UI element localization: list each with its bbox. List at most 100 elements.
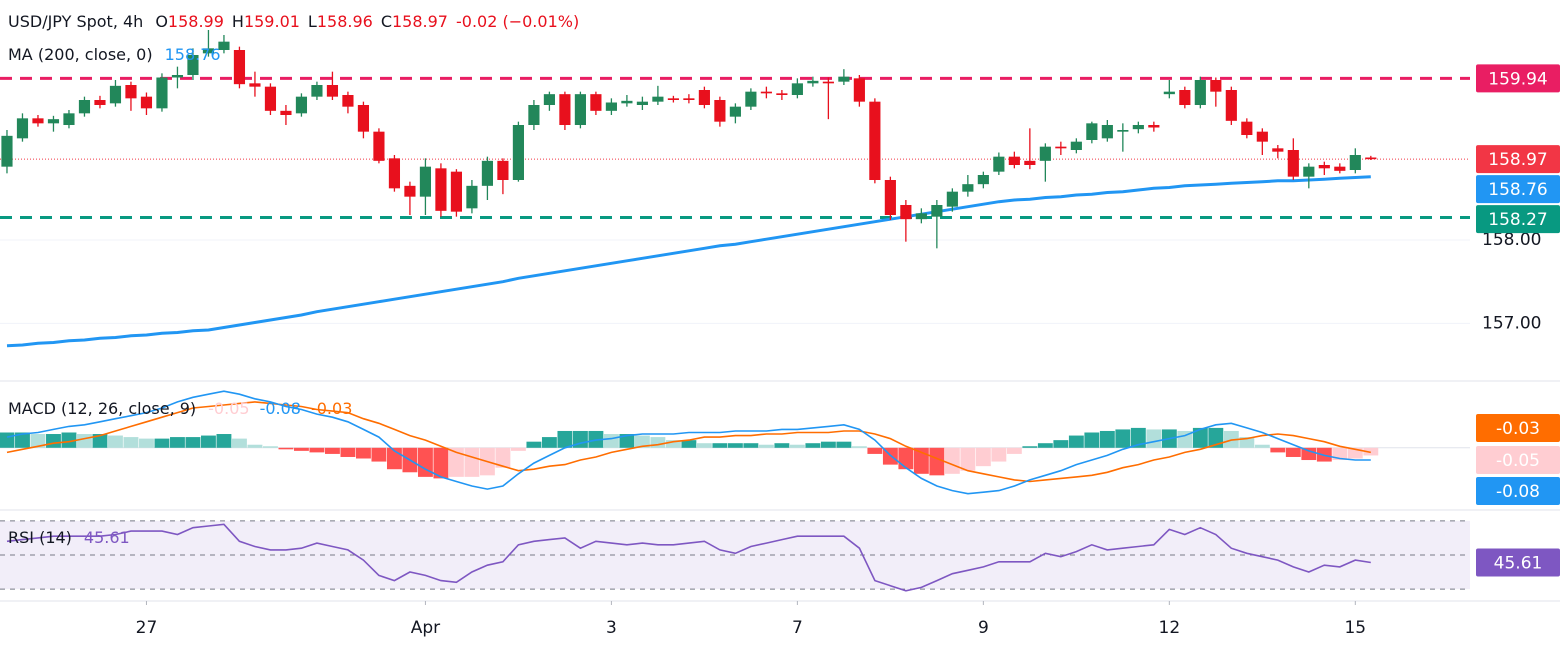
- ohlc-value: 158.99: [168, 12, 224, 31]
- histogram-bar: [991, 447, 1007, 462]
- candle-body: [1225, 90, 1237, 121]
- rsi-name: RSI (14): [8, 528, 72, 547]
- price-label-box: [1476, 145, 1560, 174]
- candle-body: [915, 213, 927, 220]
- histogram-bar: [355, 447, 371, 459]
- histogram-bar: [495, 447, 511, 468]
- histogram-bar: [92, 434, 108, 448]
- candle-body: [16, 118, 29, 139]
- histogram-bar: [309, 447, 325, 453]
- histogram-bar: [665, 440, 681, 448]
- candle-body: [1055, 146, 1067, 149]
- candle-body: [264, 86, 277, 111]
- histogram-bar: [247, 444, 263, 448]
- candle-body: [760, 91, 772, 94]
- histogram-bar: [433, 447, 449, 479]
- candle-body: [342, 95, 354, 107]
- histogram-bar: [619, 434, 635, 448]
- y-tick-label: 157.00: [1482, 313, 1541, 333]
- histogram-bar: [216, 434, 232, 448]
- price-label: -0.03: [1496, 419, 1540, 439]
- header: USD/JPY Spot, 4h O158.99 H159.01 L158.96 C15…: [8, 12, 579, 31]
- candle-body: [1070, 141, 1082, 150]
- x-tick-label: 27: [136, 618, 158, 638]
- histogram-bar: [294, 447, 309, 451]
- candle-body: [1318, 165, 1330, 169]
- ohlc-key: L: [308, 12, 317, 31]
- rsi-legend: RSI (14) 45.61: [8, 528, 130, 547]
- histogram-bar: [123, 437, 139, 448]
- price-label: -0.05: [1496, 451, 1540, 471]
- histogram-bar: [727, 443, 743, 448]
- candle-body: [1086, 123, 1098, 140]
- histogram-bar: [1301, 447, 1317, 461]
- candle-body: [1349, 155, 1361, 170]
- price-label: 158.97: [1488, 150, 1547, 170]
- candle-body: [776, 93, 788, 95]
- price-label-box: [1476, 205, 1560, 234]
- candle-body: [807, 80, 819, 84]
- histogram-bar: [929, 447, 945, 476]
- histogram-bar: [898, 447, 914, 470]
- macd-legend: MACD (12, 26, close, 9) -0.05 -0.08 -0.03: [8, 399, 352, 418]
- ohlc-value: 158.97: [392, 12, 448, 31]
- candle-body: [1210, 80, 1222, 92]
- candle-body: [884, 180, 896, 215]
- x-tick-label: 3: [606, 618, 617, 638]
- price-label-box: [1476, 477, 1560, 505]
- price-label: 158.27: [1488, 210, 1547, 230]
- histogram-bar: [712, 443, 728, 448]
- price-label-box: [1476, 64, 1560, 93]
- histogram-bar: [1270, 447, 1286, 453]
- candle-body: [543, 94, 555, 105]
- ma-legend: MA (200, close, 0) 158.76: [8, 45, 221, 64]
- candle-body: [1132, 125, 1144, 130]
- ohlc-key: O: [155, 12, 168, 31]
- candle-body: [1179, 90, 1191, 105]
- histogram-bar: [743, 443, 759, 448]
- histogram-bar: [851, 446, 867, 448]
- ohlc-key: H: [232, 12, 244, 31]
- candle-body: [125, 85, 137, 99]
- price-label: 158.76: [1488, 180, 1547, 200]
- histogram-bar: [201, 435, 216, 448]
- histogram-bar: [1037, 443, 1053, 448]
- candle-body: [357, 105, 370, 132]
- histogram-bar: [340, 447, 356, 457]
- candle-body: [1287, 150, 1299, 177]
- candle-body: [822, 81, 834, 84]
- candle-body: [233, 50, 246, 85]
- candle-body: [171, 75, 184, 78]
- price-label-box: [1476, 548, 1560, 577]
- histogram-bar: [526, 441, 542, 448]
- histogram-bar: [1022, 446, 1038, 448]
- histogram-bar: [371, 447, 387, 462]
- histogram-bar: [510, 447, 526, 451]
- candle-body: [419, 166, 432, 197]
- histogram-bar: [324, 447, 340, 454]
- candle-body: [931, 205, 943, 217]
- histogram-bar: [696, 443, 712, 448]
- histogram-bar: [278, 447, 294, 450]
- histogram-bar: [541, 437, 557, 448]
- histogram-bar: [1130, 427, 1146, 448]
- candle-body: [1303, 166, 1315, 177]
- histogram-bar: [1192, 427, 1208, 448]
- candle-body: [1256, 131, 1268, 142]
- candle-body: [900, 205, 912, 220]
- histogram-bar: [557, 430, 573, 448]
- histogram-bar: [185, 437, 201, 448]
- candle-body: [435, 168, 447, 211]
- candle-body: [1272, 148, 1284, 152]
- histogram-bar: [139, 438, 154, 448]
- histogram-bar: [1239, 437, 1255, 448]
- candle-body: [1, 135, 13, 167]
- histogram-bar: [1146, 429, 1162, 448]
- candle-body: [32, 118, 44, 124]
- price-label-box: [1476, 175, 1560, 204]
- histogram-bar: [170, 437, 185, 448]
- histogram-bar: [836, 441, 852, 448]
- candle-body: [218, 41, 230, 50]
- candle-body: [388, 158, 401, 189]
